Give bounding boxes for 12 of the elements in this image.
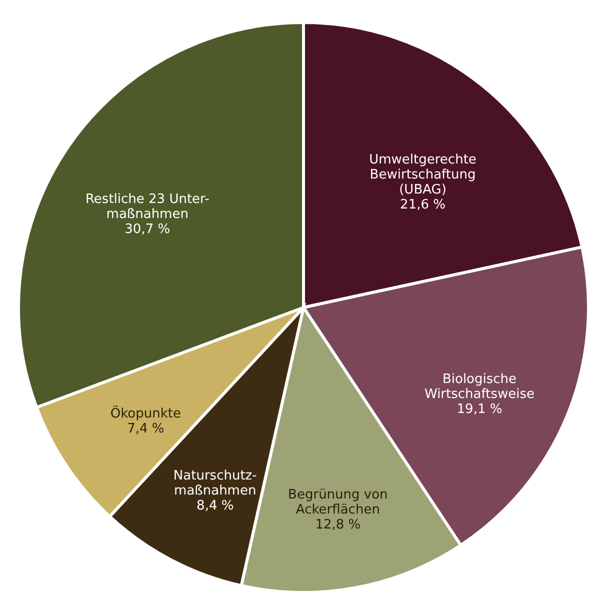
data-label: 21,6 % bbox=[400, 198, 446, 213]
slice-label: Naturschutz- maßnahmen bbox=[173, 468, 258, 499]
data-label: 12,8 % bbox=[315, 517, 361, 532]
data-label: 30,7 % bbox=[124, 222, 170, 238]
data-label: 19,1 % bbox=[456, 402, 502, 418]
slice-label: Restliche 23 Unter- maßnahmen bbox=[85, 192, 210, 222]
slice-label: Begrünung von Ackerflächen bbox=[288, 487, 388, 518]
data-label: 7,4 % bbox=[127, 421, 164, 436]
data-label: 8,4 % bbox=[196, 498, 234, 514]
slice-label: Umweltgerechte Bewirtschaftung (UBAG) bbox=[369, 152, 476, 198]
slice-label: Ökopunkte bbox=[110, 405, 181, 422]
slice-label: Biologische Wirtschaftsweise bbox=[424, 372, 534, 402]
